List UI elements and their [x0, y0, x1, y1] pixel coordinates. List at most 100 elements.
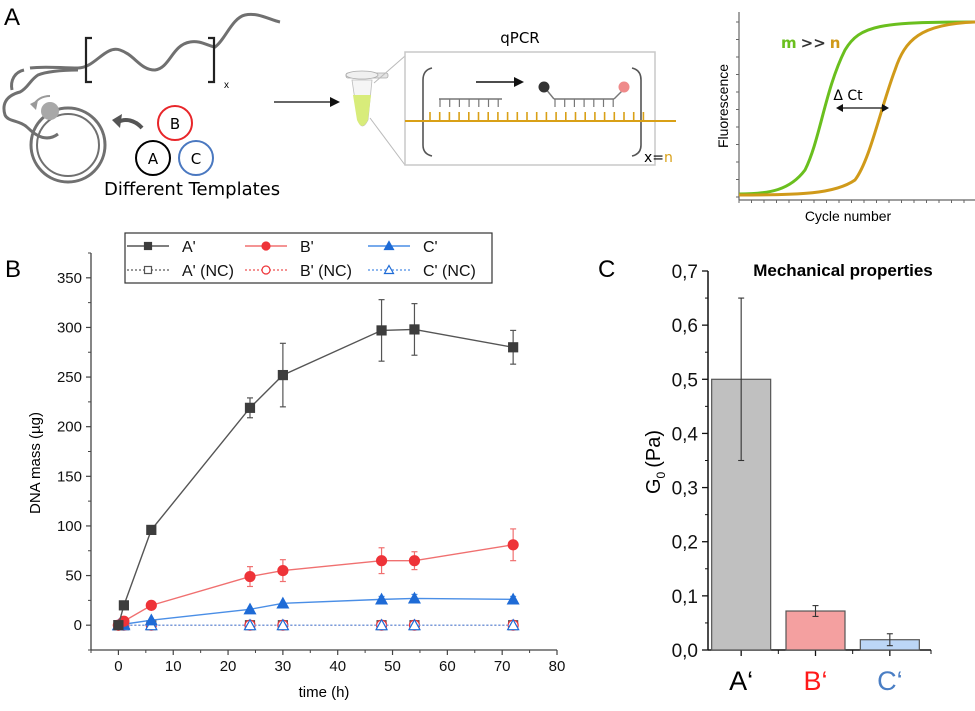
template-label-a: A: [148, 150, 159, 168]
dna-mass-chart: 0 50 100 150 200 250 300 350 0 10 20 30 40 50 60 70 80 A…: [27, 232, 565, 701]
y-tick-label: 150: [57, 468, 82, 485]
panel-label-c: C: [598, 256, 615, 283]
series-c-nc: [111, 618, 520, 631]
strand-loop: [2, 68, 79, 140]
process-arrow-icon: [330, 97, 340, 107]
series-b: [112, 528, 519, 631]
legend-item: C': [368, 239, 438, 256]
series-line: [118, 544, 514, 626]
legend-box: [124, 232, 493, 284]
quencher-dot: [538, 81, 550, 93]
y-tick-label: 0,4: [672, 424, 699, 445]
plasmid-illustration: [29, 95, 144, 184]
data-point: [375, 618, 389, 631]
x-tick-label: A‘: [729, 666, 753, 696]
data-point: [375, 555, 388, 567]
strand-wave: [29, 12, 281, 72]
curve-n: [738, 20, 975, 197]
data-point: [243, 618, 257, 631]
rotation-arrow-icon: [30, 100, 38, 110]
legend-item: A': [127, 239, 196, 256]
legend-label: A': [182, 239, 196, 256]
x-tick-label: 40: [329, 658, 346, 675]
y-axis-label: DNA mass (µg): [27, 412, 44, 514]
inset-y-label: Fluorescence: [715, 64, 731, 148]
templates-caption: Different Templates: [104, 179, 280, 200]
x-tick-label: 10: [165, 658, 182, 675]
y-tick-label: 0,1: [672, 587, 698, 608]
dna-strand-illustration: x: [2, 12, 281, 140]
data-point: [375, 592, 389, 605]
template-label-b: B: [170, 115, 180, 133]
data-point: [244, 402, 256, 413]
template-circle-a: [135, 140, 171, 176]
chart-title: Mechanical properties: [753, 261, 933, 280]
data-point: [277, 369, 288, 381]
bar-group: C‘: [859, 633, 920, 696]
y-tick-label: 0,0: [672, 641, 698, 662]
x-tick-label: 30: [275, 658, 292, 675]
x-tick-label: 0: [114, 658, 122, 675]
series-line: [118, 597, 514, 626]
series-line: [117, 328, 514, 626]
template-label-c: C: [191, 150, 201, 168]
data-point: [276, 596, 290, 609]
template-circle-c: [178, 140, 214, 176]
x-tick-label: 20: [220, 658, 237, 675]
legend-label: C': [423, 239, 438, 256]
legend-label: C' (NC): [423, 263, 476, 280]
legend-marker: [383, 240, 395, 251]
data-point: [408, 555, 421, 567]
data-point: [244, 570, 256, 583]
data-point: [145, 599, 157, 611]
data-point: [376, 325, 387, 336]
qpcr-reaction-box: x=n: [404, 51, 676, 166]
plasmid-outer-ring: [29, 106, 107, 184]
x-tick-label: 60: [439, 658, 456, 675]
curve-m: [738, 20, 975, 196]
legend-marker: [261, 241, 271, 251]
x-tick-label: 50: [384, 658, 401, 675]
chart-legend: A' B' C' A' (NC) B' (NC) C' (NC): [124, 232, 493, 284]
y-tick-label: 50: [65, 568, 82, 585]
reaction-bracket-right: [631, 67, 642, 157]
extension-arrow-icon: [514, 77, 524, 87]
data-point: [508, 342, 519, 353]
panel-label-a: A: [4, 4, 20, 31]
y-tick-label: 0,2: [672, 533, 698, 554]
reaction-bracket-left: [422, 67, 433, 157]
y-tick-label: 200: [57, 419, 82, 436]
y-tick-label: 300: [57, 319, 82, 336]
legend-marker: [143, 265, 153, 275]
promoter-dot: [41, 102, 59, 120]
legend-label: B' (NC): [300, 263, 352, 280]
data-point: [276, 618, 290, 631]
data-point: [144, 613, 158, 626]
data-point: [118, 600, 129, 611]
data-point: [146, 524, 157, 536]
legend-label: A' (NC): [182, 263, 234, 280]
legend-item: C' (NC): [368, 263, 476, 280]
y-axis-label: G0(Pa): [643, 430, 668, 494]
repeat-subscript: x: [224, 80, 229, 91]
y-tick-label: 250: [57, 369, 82, 386]
bar: [785, 610, 846, 651]
legend-marker: [261, 265, 271, 275]
fluorophore-dot: [618, 81, 630, 93]
mechanical-properties-chart: Mechanical properties 0,0 0,1 0,2 0,3 0,4 0,5…: [643, 261, 933, 696]
qpcr-title: qPCR: [500, 29, 539, 47]
qpcr-curve-inset: m >> n Δ Ct Fluorescence Cycle number: [715, 12, 975, 224]
data-point: [243, 602, 257, 615]
legend-label: B': [300, 239, 314, 256]
inset-legend: m >> n: [781, 34, 840, 52]
y-tick-label: 0,7: [672, 262, 698, 283]
insert-arrow-icon: [117, 118, 144, 130]
inset-x-label: Cycle number: [805, 208, 892, 224]
y-tick-label: 100: [57, 518, 82, 535]
y-tick-label: 0,6: [672, 316, 698, 337]
data-point: [507, 539, 519, 551]
template-circles: B A C Different Templates: [104, 105, 280, 200]
pcr-tube-icon: [345, 70, 389, 127]
repeat-bracket-left: [84, 36, 92, 84]
